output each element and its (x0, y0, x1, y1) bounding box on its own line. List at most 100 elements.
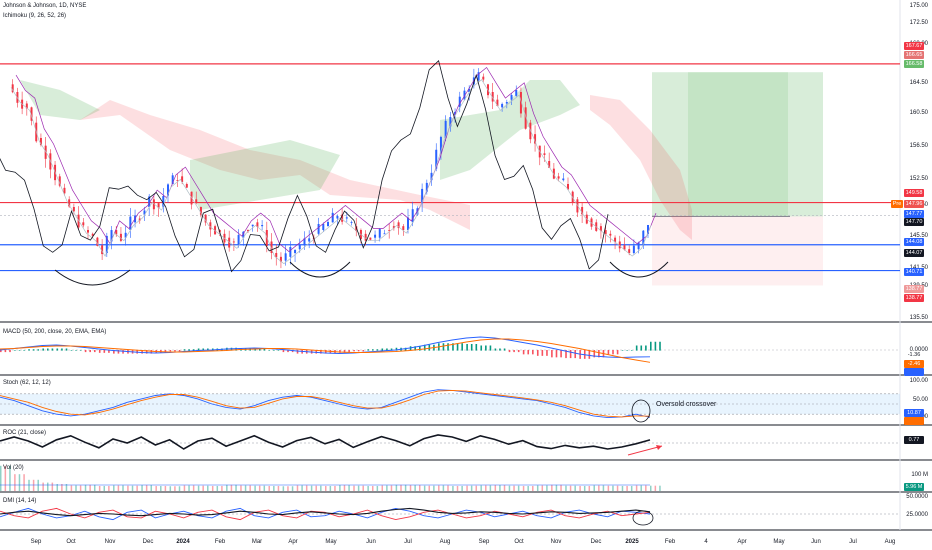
macd-tag: -1.36 (904, 351, 924, 359)
price-tag: 166.65 (904, 51, 924, 59)
candle (185, 184, 188, 188)
volume-bar (353, 485, 355, 491)
candle (562, 178, 565, 181)
candle (623, 245, 626, 250)
candle (209, 222, 212, 230)
macd-histogram-bar (645, 345, 647, 351)
volume-bar (122, 485, 124, 491)
time-axis-label: Sep (478, 539, 490, 545)
macd-histogram-bar (287, 350, 289, 353)
volume-bar (0, 465, 2, 491)
candle (39, 138, 42, 145)
roc-arrow (627, 445, 663, 456)
volume-bar (438, 485, 440, 491)
macd-histogram-bar (650, 341, 652, 351)
macd-histogram-bar (362, 350, 365, 352)
macd-histogram-bar (178, 350, 181, 352)
pre-market-tag: Pre (891, 200, 903, 208)
volume-bar (583, 485, 586, 491)
volume-bar (14, 474, 16, 491)
candle (515, 90, 518, 96)
time-axis-label: 4 (704, 539, 708, 545)
macd-histogram-bar (546, 350, 548, 356)
volume-bar (296, 485, 299, 491)
time-axis-label: Jun (811, 539, 821, 545)
candle (477, 72, 480, 81)
volume-bar (475, 485, 478, 491)
candle (581, 207, 584, 215)
dmi-minus-line (0, 507, 651, 521)
volume-bar (343, 485, 346, 491)
volume-bar (320, 485, 322, 491)
volume-bar (42, 482, 44, 491)
volume-bar (258, 485, 261, 491)
dmi-plus-line (0, 507, 651, 521)
time-axis-label: May (325, 539, 337, 545)
candle (138, 218, 141, 221)
candle (350, 222, 353, 223)
candle (251, 224, 254, 227)
volume-bar (371, 485, 374, 491)
price-tag: 140.71 (904, 268, 924, 276)
macd-histogram-bar (621, 350, 624, 351)
macd-pane-label: MACD (50, 200, close, 20, EMA, EMA) (3, 329, 107, 335)
macd-histogram-bar (452, 343, 454, 351)
volume-bar (645, 485, 647, 491)
macd-histogram-bar (169, 350, 172, 352)
volume-bar (461, 485, 463, 491)
macd-tag (904, 368, 924, 376)
symbol-title: Johnson & Johnson, 1D, NYSE (3, 3, 87, 9)
candle (435, 149, 438, 169)
macd-histogram-bar (273, 350, 275, 351)
volume-bar (404, 484, 407, 491)
candle (647, 224, 649, 234)
ichimoku-cloud-bearish (80, 100, 470, 230)
candle (327, 221, 329, 227)
macd-histogram-bar (14, 350, 16, 351)
macd-histogram-bar (18, 350, 21, 351)
price-axis-label: 152.50 (909, 176, 928, 182)
macd-histogram-bar (277, 350, 280, 351)
volume-bar (108, 485, 110, 491)
candle (129, 216, 132, 230)
candle (270, 241, 273, 254)
candle (124, 232, 127, 238)
candle (552, 168, 555, 179)
dmi-axis-label: 25.0000 (906, 512, 928, 518)
volume-bar (357, 485, 360, 491)
candle (30, 107, 33, 121)
volume-bar (541, 485, 544, 491)
volume-bar (65, 484, 68, 491)
volume-bar (61, 484, 63, 491)
price-tag: 147.77 (904, 210, 924, 218)
price-tag: 144.08 (904, 238, 924, 246)
ichimoku-tenkan (10, 79, 652, 265)
volume-bar (178, 486, 181, 491)
macd-histogram-bar (560, 350, 562, 358)
volume-bar (626, 485, 628, 491)
macd-histogram-bar (9, 350, 11, 353)
volume-bar (136, 485, 138, 491)
time-axis-label: Jul (404, 539, 412, 545)
volume-bar (127, 485, 129, 491)
time-axis-label: Dec (590, 539, 602, 545)
volume-bar (470, 485, 473, 491)
volume-bar (287, 486, 289, 491)
volume-bar (268, 485, 270, 491)
macd-histogram-bar (291, 350, 294, 353)
macd-histogram-bar (122, 350, 124, 354)
volume-bar (428, 485, 431, 491)
macd-histogram-bar (320, 350, 322, 354)
volume-bar (98, 485, 101, 491)
candle (298, 244, 301, 250)
volume-bar (621, 485, 624, 491)
volume-bar (447, 485, 449, 491)
volume-bar (141, 485, 143, 491)
candle (331, 212, 334, 223)
macd-histogram-bar (480, 345, 483, 351)
volume-bar (400, 484, 402, 491)
oversold-circle (631, 399, 651, 423)
candle (199, 207, 202, 215)
volume-bar (579, 485, 581, 491)
